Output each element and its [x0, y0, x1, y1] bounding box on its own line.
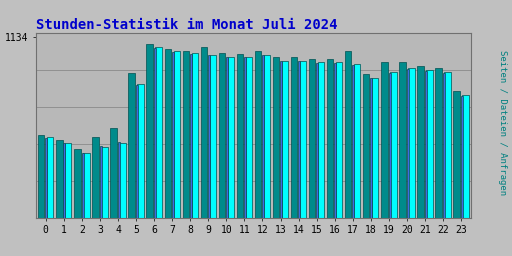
Bar [244, 57, 246, 218]
Bar [444, 72, 451, 218]
Bar [300, 60, 306, 218]
Bar [118, 142, 120, 218]
Bar [399, 62, 406, 218]
Bar [389, 73, 391, 218]
Bar [164, 49, 171, 218]
Bar [46, 138, 48, 218]
Text: Seiten / Dateien / Anfragen: Seiten / Dateien / Anfragen [498, 50, 507, 195]
Bar [345, 51, 351, 218]
Bar [424, 71, 426, 218]
Bar [327, 59, 333, 218]
Bar [92, 137, 99, 218]
Bar [237, 54, 243, 218]
Bar [318, 62, 324, 218]
Bar [83, 153, 90, 218]
Bar [334, 63, 336, 218]
Bar [119, 143, 125, 218]
Bar [435, 68, 442, 218]
Bar [228, 57, 234, 218]
Bar [63, 143, 66, 218]
Bar [136, 85, 138, 218]
Bar [111, 128, 117, 218]
Bar [407, 69, 409, 218]
Bar [264, 55, 270, 218]
Bar [255, 51, 261, 218]
Bar [38, 135, 45, 218]
Bar [100, 146, 101, 218]
Bar [208, 55, 210, 218]
Bar [354, 64, 360, 218]
Bar [74, 150, 80, 218]
Bar [219, 53, 225, 218]
Bar [201, 47, 207, 218]
Bar [209, 55, 216, 218]
Bar [273, 57, 279, 218]
Bar [183, 51, 189, 218]
Bar [154, 48, 156, 218]
Bar [390, 72, 396, 218]
Bar [190, 54, 192, 218]
Bar [298, 61, 300, 218]
Bar [262, 55, 264, 218]
Bar [371, 78, 372, 218]
Bar [461, 96, 463, 218]
Bar [137, 83, 144, 218]
Bar [352, 65, 354, 218]
Bar [426, 70, 433, 218]
Bar [56, 140, 62, 218]
Bar [454, 91, 460, 218]
Bar [280, 61, 282, 218]
Bar [81, 153, 83, 218]
Bar [47, 137, 53, 218]
Text: Stunden-Statistik im Monat Juli 2024: Stunden-Statistik im Monat Juli 2024 [36, 18, 337, 32]
Bar [408, 68, 415, 218]
Bar [129, 73, 135, 218]
Bar [282, 60, 288, 218]
Bar [246, 57, 252, 218]
Bar [372, 78, 378, 218]
Bar [381, 62, 388, 218]
Bar [417, 66, 423, 218]
Bar [226, 57, 228, 218]
Bar [291, 57, 297, 218]
Bar [101, 147, 108, 218]
Bar [336, 62, 343, 218]
Bar [462, 95, 469, 218]
Bar [316, 63, 318, 218]
Bar [156, 47, 162, 218]
Bar [363, 74, 370, 218]
Bar [174, 51, 180, 218]
Bar [443, 73, 445, 218]
Bar [65, 143, 72, 218]
Bar [191, 53, 198, 218]
Bar [172, 51, 174, 218]
Bar [146, 44, 153, 218]
Bar [309, 59, 315, 218]
